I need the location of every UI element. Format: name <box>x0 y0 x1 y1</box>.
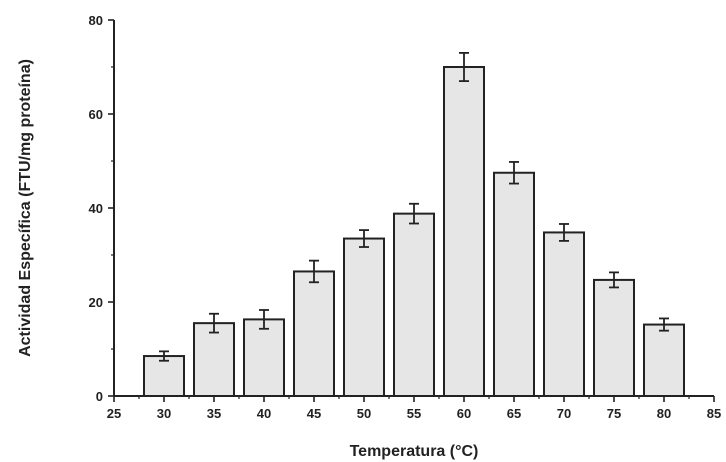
error-bar-50 <box>359 229 369 248</box>
bar-30 <box>143 355 185 397</box>
bar-55 <box>393 212 435 397</box>
bar-75 <box>593 278 635 397</box>
x-axis-title: Temperatura (°C) <box>350 443 479 460</box>
x-tick-label-75: 75 <box>607 406 621 421</box>
x-tick-label-60: 60 <box>457 406 471 421</box>
bar-70 <box>543 231 585 397</box>
error-bar-30 <box>159 350 169 362</box>
bars-group <box>143 66 685 398</box>
y-tick-label-40: 40 <box>89 201 103 216</box>
x-tick-label-55: 55 <box>407 406 421 421</box>
x-tick-label-50: 50 <box>357 406 371 421</box>
y-axis-title: Actividad Específica (FTU/mg proteína) <box>17 59 34 357</box>
error-bar-60 <box>459 52 469 82</box>
bar-40 <box>243 318 285 398</box>
error-bars-group <box>159 52 669 362</box>
x-tick-label-40: 40 <box>257 406 271 421</box>
y-tick-label-60: 60 <box>89 107 103 122</box>
error-bar-45 <box>309 259 319 284</box>
ticks-group: 25 30 35 40 45 50 55 60 65 70 75 80 85 0 20 40 60 80 <box>89 13 722 421</box>
error-bar-80 <box>659 317 669 332</box>
bar-45 <box>293 270 335 398</box>
error-bar-40 <box>259 309 269 330</box>
error-bar-65 <box>509 161 519 185</box>
bar-60 <box>443 66 485 397</box>
bar-50 <box>343 237 385 397</box>
error-bar-35 <box>209 312 219 334</box>
error-bar-55 <box>409 202 419 225</box>
x-tick-label-70: 70 <box>557 406 571 421</box>
x-tick-label-80: 80 <box>657 406 671 421</box>
x-tick-label-25: 25 <box>107 406 121 421</box>
y-tick-label-0: 0 <box>96 389 103 404</box>
x-tick-label-85: 85 <box>707 406 721 421</box>
error-bar-75 <box>609 271 619 289</box>
bar-35 <box>193 322 235 397</box>
x-tick-label-65: 65 <box>507 406 521 421</box>
bar-65 <box>493 171 535 397</box>
x-tick-label-30: 30 <box>157 406 171 421</box>
x-tick-label-45: 45 <box>307 406 321 421</box>
y-tick-label-80: 80 <box>89 13 103 28</box>
y-tick-label-20: 20 <box>89 295 103 310</box>
x-tick-label-35: 35 <box>207 406 221 421</box>
bar-80 <box>643 323 685 397</box>
error-bar-70 <box>559 223 569 242</box>
